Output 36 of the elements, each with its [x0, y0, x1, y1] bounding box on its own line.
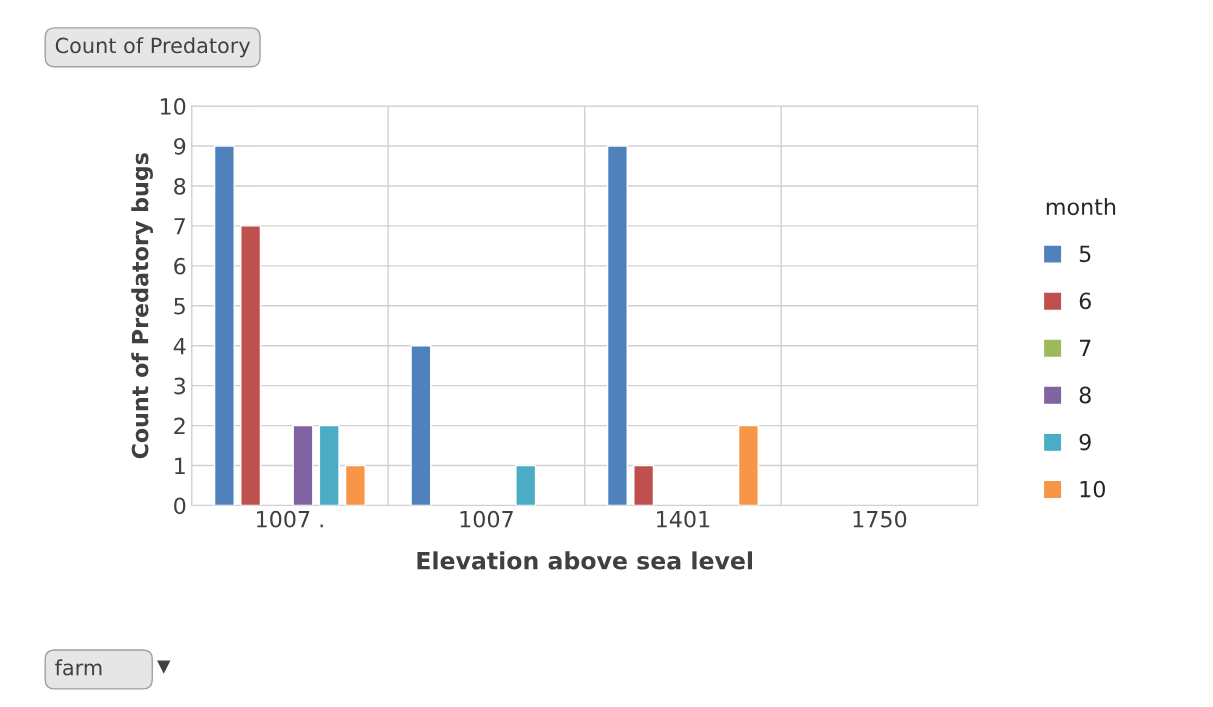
y-tick-label: 6 — [174, 257, 186, 275]
y-axis-title: Count of Predatory bugs — [131, 153, 153, 459]
bar — [292, 424, 314, 506]
y-tick-label: 10 — [160, 98, 186, 115]
x-axis-title: Elevation above sea level — [417, 551, 753, 570]
y-tick-label: 5 — [174, 298, 185, 315]
y-tick-label: 7 — [174, 218, 185, 235]
legend-label: 8 — [1079, 386, 1091, 404]
bar — [318, 424, 340, 506]
bar — [240, 225, 262, 506]
bar — [515, 464, 537, 506]
bar — [213, 145, 235, 506]
text: farm — [55, 659, 102, 676]
x-tick-label: 1750 — [853, 510, 907, 528]
x-tick-label: 1007 — [460, 510, 513, 528]
bar — [344, 464, 366, 506]
x-tick-label: 1007 . — [257, 510, 323, 528]
y-tick-label: 2 — [174, 417, 185, 435]
bar — [606, 145, 628, 506]
y-tick-label: 4 — [173, 337, 186, 355]
chart-title: Count of Predatory — [55, 37, 251, 58]
legend-label: 7 — [1080, 339, 1091, 357]
legend-label: 9 — [1079, 433, 1091, 451]
y-tick-label: 3 — [174, 377, 186, 395]
y-tick-label: 0 — [174, 497, 186, 515]
legend-label: 10 — [1080, 480, 1105, 498]
bar — [410, 345, 432, 506]
legend-label: 5 — [1079, 245, 1091, 263]
bar — [633, 464, 655, 506]
bar — [737, 424, 759, 506]
y-tick-label: 1 — [175, 457, 185, 474]
x-tick-label: 1401 — [657, 510, 710, 528]
y-tick-label: 8 — [174, 177, 186, 195]
legend-label: 6 — [1079, 292, 1091, 310]
legend-title: month — [1046, 197, 1116, 216]
y-tick-label: 9 — [174, 137, 186, 155]
